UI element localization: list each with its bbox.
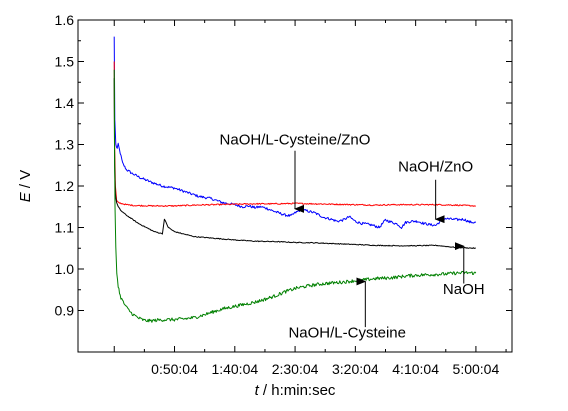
y-tick-label-7: 1.6 — [55, 12, 75, 28]
y-axis-label: E / V — [17, 170, 34, 203]
x-tick-label-4: 4:10:04 — [392, 361, 439, 377]
series-line-2 — [113, 78, 476, 249]
x-tick-label-3: 3:20:04 — [332, 361, 379, 377]
x-tick-label-1: 1:40:04 — [211, 361, 258, 377]
y-tick-label-5: 1.4 — [55, 95, 75, 111]
series-annotation-0: NaOH/L-Cysteine/ZnO — [220, 132, 371, 149]
x-axis-label: t / h:min:sec — [255, 382, 336, 399]
y-tick-label-1: 1.0 — [55, 261, 75, 277]
y-tick-label-2: 1.1 — [55, 220, 75, 236]
x-tick-label-0: 0:50:04 — [151, 361, 198, 377]
y-tick-label-3: 1.2 — [55, 178, 75, 194]
series-line-3 — [113, 69, 477, 323]
series-annotation-1: NaOH/ZnO — [398, 158, 473, 175]
series-annotation-3: NaOH/L-Cysteine — [288, 324, 406, 341]
annotations-layer: NaOH/L-Cysteine/ZnO NaOH/ZnO NaOH NaOH/L-Cy… — [220, 132, 485, 342]
x-tick-label-2: 2:30:04 — [272, 361, 319, 377]
axis-ticks: 0.9 1.0 1.1 1.2 1.3 1.4 1.5 1.6 0:50:04 1:40:04 2:… — [55, 12, 512, 377]
y-tick-label-0: 0.9 — [55, 303, 75, 319]
y-tick-label-4: 1.3 — [55, 137, 75, 153]
x-tick-label-5: 5:00:04 — [453, 361, 500, 377]
y-tick-label-6: 1.5 — [55, 54, 75, 70]
series-annotation-2: NaOH — [443, 281, 485, 298]
